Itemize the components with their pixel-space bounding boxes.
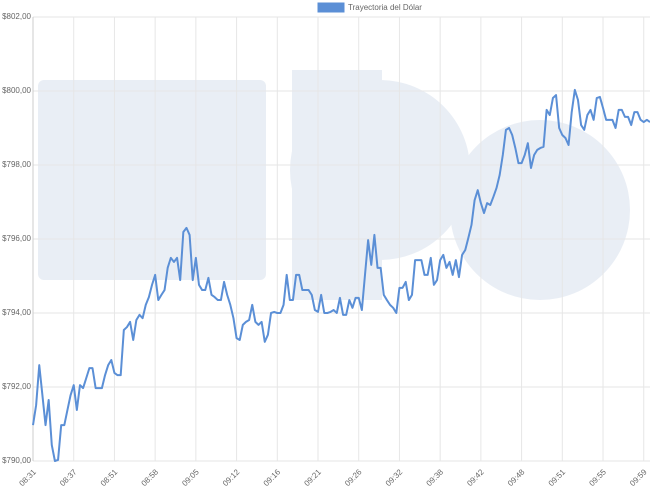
x-tick-label: 09:42	[465, 467, 486, 487]
x-tick-label: 09:26	[343, 467, 364, 487]
x-tick-label: 09:38	[425, 467, 446, 487]
line-series	[32, 88, 650, 462]
y-tick-label: $802,00	[2, 12, 31, 21]
y-tick-label: $792,00	[2, 382, 31, 391]
x-tick-label: 08:51	[99, 467, 120, 487]
x-tick-label: 09:16	[262, 467, 283, 487]
x-tick-label: 09:21	[302, 467, 323, 487]
y-tick-label: $796,00	[2, 234, 31, 243]
x-tick-label: 09:12	[221, 467, 242, 487]
x-tick-label: 09:48	[506, 467, 527, 487]
x-tick-label: 08:31	[17, 467, 38, 487]
x-tick-label: 09:32	[384, 467, 405, 487]
legend-label: Trayectoria del Dólar	[348, 3, 422, 12]
y-tick-label: $790,00	[2, 456, 31, 465]
x-tick-label: 08:37	[58, 467, 79, 487]
x-tick-label: 09:51	[547, 467, 568, 487]
x-tick-label: 09:55	[587, 467, 608, 487]
y-tick-label: $794,00	[2, 308, 31, 317]
x-tick-label: 09:05	[180, 467, 201, 487]
legend-swatch	[317, 2, 345, 13]
watermark	[38, 70, 630, 300]
y-tick-label: $798,00	[2, 160, 31, 169]
x-tick-label: 08:58	[140, 467, 161, 487]
y-tick-label: $800,00	[2, 86, 31, 95]
x-tick-label: 09:59	[628, 467, 649, 487]
